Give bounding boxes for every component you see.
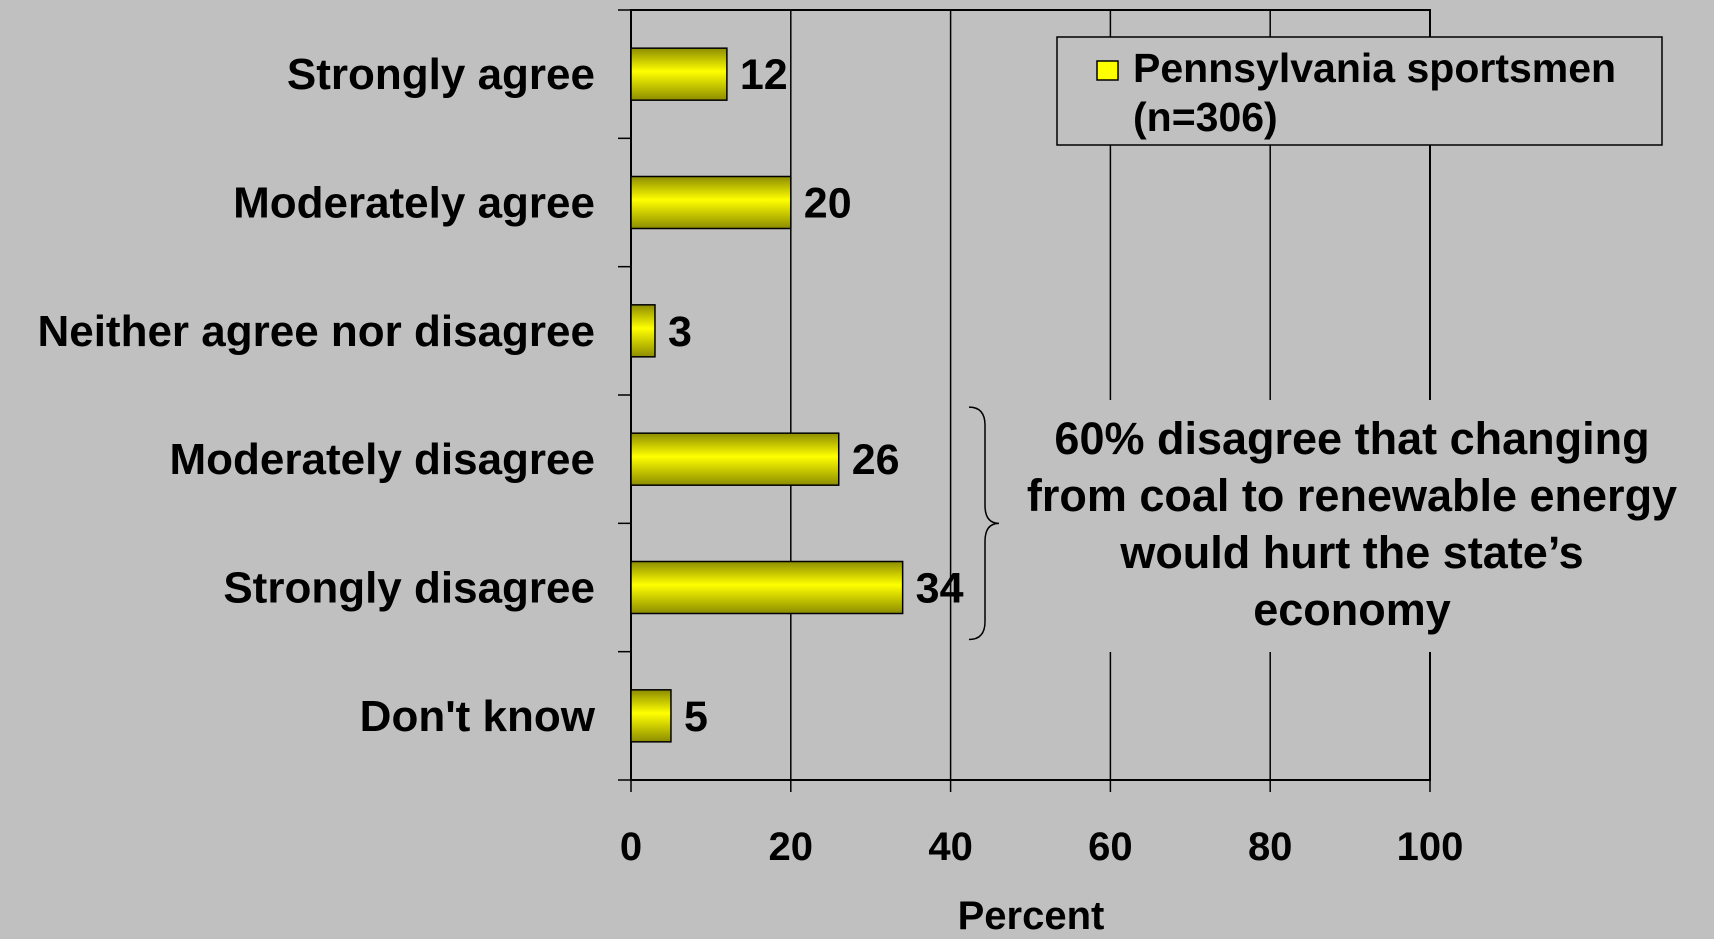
- value-labels: 12 20 3 26 34 5: [668, 51, 964, 741]
- data-label: 12: [740, 51, 788, 99]
- category-label: Moderately disagree: [170, 435, 596, 484]
- data-label: 5: [684, 693, 708, 741]
- category-label: Neither agree nor disagree: [37, 307, 595, 356]
- bar: [630, 47, 728, 101]
- x-tick-label: 20: [769, 825, 814, 869]
- bar: [630, 689, 672, 743]
- x-tick-label: 40: [928, 825, 973, 869]
- x-tick-label: 80: [1248, 825, 1293, 869]
- annotation-line: from coal to renewable energy: [1027, 470, 1677, 521]
- category-label: Strongly agree: [287, 50, 595, 99]
- bar: [630, 304, 656, 358]
- category-labels: Strongly agree Moderately agree Neither ag…: [37, 50, 595, 741]
- x-tick-label: 100: [1397, 825, 1464, 869]
- legend-series-name: Pennsylvania sportsmen: [1133, 45, 1616, 91]
- x-tick-label: 0: [620, 825, 642, 869]
- category-label: Moderately agree: [233, 179, 595, 228]
- bar: [630, 560, 904, 615]
- annotation-background: [995, 400, 1714, 652]
- category-label: Strongly disagree: [223, 564, 595, 613]
- category-label: Don't know: [360, 692, 596, 741]
- legend-swatch: [1096, 60, 1119, 81]
- annotation-line: economy: [1253, 584, 1451, 635]
- x-tick-labels: 0 20 40 60 80 100: [620, 825, 1464, 869]
- x-axis-title: Percent: [958, 894, 1105, 934]
- bar: [630, 175, 792, 230]
- data-label: 3: [668, 308, 692, 356]
- data-label: 20: [804, 180, 852, 228]
- annotation: 60% disagree that changing from coal to r…: [968, 400, 1714, 652]
- axes: [618, 9, 1431, 792]
- legend: Pennsylvania sportsmen (n=306): [1056, 36, 1663, 146]
- legend-box: [1056, 36, 1663, 146]
- annotation-line: 60% disagree that changing: [1054, 413, 1649, 464]
- data-label: 26: [852, 436, 900, 484]
- annotation-line: would hurt the state’s: [1119, 527, 1583, 578]
- x-tick-label: 60: [1088, 825, 1133, 869]
- data-label: 34: [916, 565, 964, 613]
- bar: [630, 432, 840, 486]
- annotation-text: 60% disagree that changing from coal to r…: [1027, 413, 1677, 635]
- annotation-brace: [968, 406, 1000, 641]
- bars: [630, 47, 904, 743]
- legend-series-count: (n=306): [1133, 94, 1278, 140]
